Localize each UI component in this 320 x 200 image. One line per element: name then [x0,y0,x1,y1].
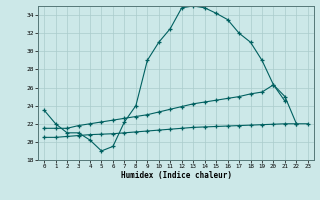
X-axis label: Humidex (Indice chaleur): Humidex (Indice chaleur) [121,171,231,180]
